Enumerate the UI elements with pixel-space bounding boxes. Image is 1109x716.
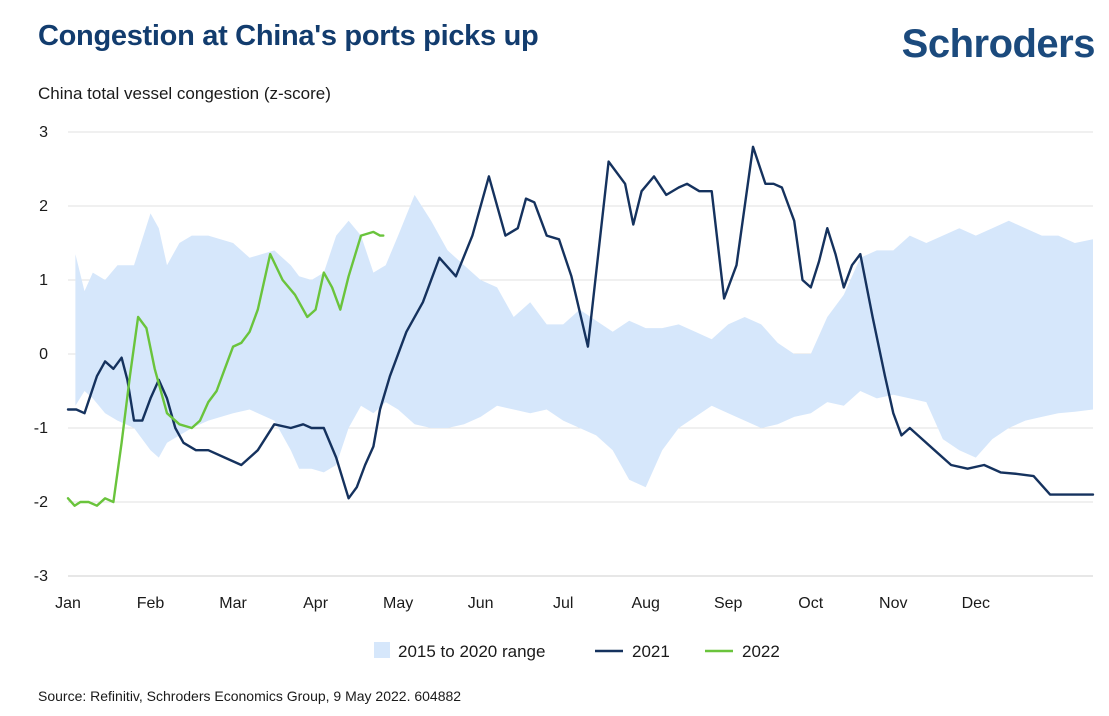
x-tick-label: Sep <box>714 595 743 612</box>
series-line-2021 <box>66 145 1095 500</box>
x-tick-label: Oct <box>798 595 823 612</box>
x-tick-label: Jul <box>553 595 573 612</box>
x-tick-label: Dec <box>962 595 990 612</box>
legend-label-2021: 2021 <box>632 642 670 661</box>
schroders-logo: Schroders <box>901 22 1096 66</box>
y-tick-label: -2 <box>34 494 48 511</box>
x-tick-label: Nov <box>879 595 907 612</box>
y-tick-label: 1 <box>39 272 48 289</box>
legend-label-2022: 2022 <box>742 642 780 661</box>
series-line-2022 <box>66 230 385 507</box>
chart-title: Congestion at China's ports picks up <box>38 20 539 52</box>
x-tick-label: Apr <box>303 595 329 612</box>
y-tick-label: -3 <box>34 568 48 585</box>
range-area <box>75 194 1093 488</box>
x-tick-label: Mar <box>219 595 247 612</box>
y-tick-labels: 3 2 1 0 -1 -2 -3 <box>34 124 48 585</box>
y-tick-label: 2 <box>39 198 48 215</box>
y-tick-label: 3 <box>39 124 48 141</box>
y-tick-label: -1 <box>34 420 48 437</box>
x-tick-label: Feb <box>137 595 165 612</box>
x-tick-labels: Jan Feb Mar Apr May Jun Jul Aug Sep Oct Nov Dec <box>55 595 990 612</box>
range-band <box>75 194 1093 488</box>
x-tick-label: Jun <box>468 595 494 612</box>
x-tick-label: May <box>383 595 413 612</box>
source-note: Source: Refinitiv, Schroders Economics G… <box>38 688 462 704</box>
x-tick-label: Aug <box>631 595 659 612</box>
x-tick-label: Jan <box>55 595 81 612</box>
legend: 2015 to 2020 range 2021 2022 <box>374 642 780 661</box>
series-lines <box>66 145 1095 507</box>
legend-swatch-range <box>374 642 390 658</box>
legend-label-range: 2015 to 2020 range <box>398 642 545 661</box>
y-tick-label: 0 <box>39 346 48 363</box>
y-axis-label: China total vessel congestion (z-score) <box>38 84 331 103</box>
